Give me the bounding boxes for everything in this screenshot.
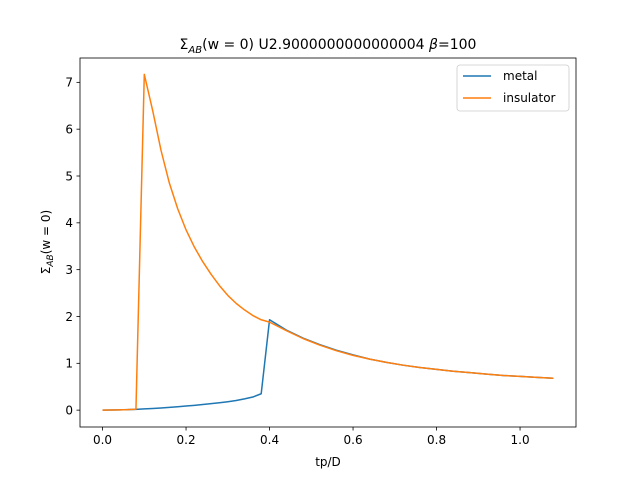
x-tick-label: 0.4 (260, 433, 279, 447)
y-tick-label: 6 (65, 122, 73, 136)
title-argument: (w = 0) U2.9000000000000004 (202, 37, 429, 53)
ylabel-subscript: AB (46, 254, 56, 267)
series-line-metal (102, 319, 554, 411)
y-axis-ticks: 0 1 2 3 4 5 6 7 (65, 76, 80, 417)
x-axis-label: tp/D (315, 455, 341, 469)
plot-frame (79, 57, 577, 428)
y-axis-label: ΣAB(w = 0) (39, 210, 56, 274)
y-tick-label: 2 (65, 310, 73, 324)
title-beta: β (428, 37, 438, 53)
legend-label-insulator: insulator (503, 91, 556, 105)
legend: metal insulator (456, 64, 570, 112)
y-tick-label: 5 (65, 169, 73, 183)
y-tick-label: 3 (65, 263, 73, 277)
legend-label-metal: metal (503, 69, 537, 83)
title-subscript: AB (187, 45, 202, 56)
y-tick-label: 1 (65, 357, 73, 371)
y-tick-label: 7 (65, 76, 73, 90)
x-tick-label: 0.8 (427, 433, 446, 447)
title-sigma: Σ (180, 37, 189, 53)
x-axis-ticks: 0.0 0.2 0.4 0.6 0.8 1.0 (93, 427, 530, 447)
x-tick-label: 1.0 (511, 433, 530, 447)
x-tick-label: 0.6 (344, 433, 363, 447)
ylabel-sigma: Σ (39, 267, 53, 275)
x-tick-label: 0.0 (93, 433, 112, 447)
plot-lines (102, 73, 554, 411)
x-tick-label: 0.2 (177, 433, 196, 447)
y-tick-label: 4 (65, 216, 73, 230)
chart-title: ΣAB(w = 0) U2.9000000000000004 β=100 (180, 37, 477, 56)
y-tick-label: 0 (65, 403, 73, 417)
series-line-insulator (102, 73, 554, 411)
title-beta-value: =100 (438, 37, 476, 53)
ylabel-argument: (w = 0) (39, 210, 53, 255)
